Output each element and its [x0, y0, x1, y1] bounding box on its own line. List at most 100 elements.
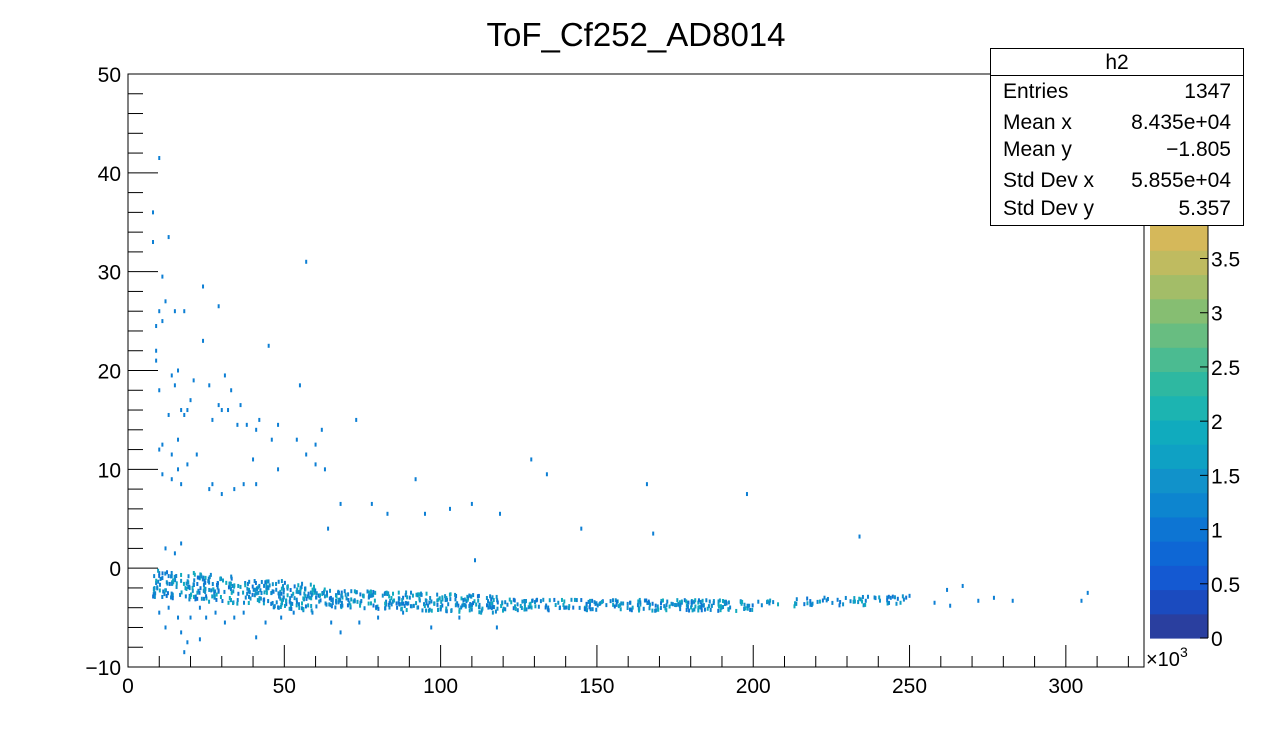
data-point [205, 594, 207, 598]
colorbar-tick-label: 0.5 [1211, 574, 1240, 597]
data-point [874, 596, 876, 600]
data-point [601, 600, 603, 604]
data-point [627, 606, 629, 610]
data-point [240, 403, 242, 407]
data-point [165, 546, 167, 550]
data-point [239, 585, 241, 589]
data-point [702, 604, 704, 608]
data-point [197, 576, 199, 580]
data-point [499, 512, 501, 516]
data-point [301, 606, 303, 610]
data-point [253, 588, 255, 592]
data-point [186, 408, 188, 412]
data-point [532, 599, 534, 603]
data-point [772, 600, 774, 604]
data-point [155, 349, 157, 353]
data-point [510, 600, 512, 604]
data-point [341, 604, 343, 608]
data-point [534, 604, 536, 608]
data-point [605, 603, 607, 607]
data-point [212, 588, 214, 592]
x-tick-label: 150 [579, 675, 614, 698]
data-point [946, 588, 948, 592]
data-point [504, 600, 506, 604]
data-point [159, 583, 161, 587]
data-point [169, 582, 171, 586]
data-point [749, 608, 751, 612]
data-point [402, 611, 404, 615]
data-point [284, 581, 286, 585]
data-point [257, 591, 259, 595]
data-point [158, 448, 160, 452]
data-point [413, 604, 415, 608]
colorbar-segment [1150, 517, 1208, 542]
data-point [823, 596, 825, 600]
data-point [180, 408, 182, 412]
data-point [245, 596, 247, 600]
data-point [491, 601, 493, 605]
data-point [211, 482, 213, 486]
data-point [171, 477, 173, 481]
data-point [475, 603, 477, 607]
data-point [242, 591, 244, 595]
data-point [340, 630, 342, 634]
data-point [489, 594, 491, 598]
colorbar-tick-label: 2 [1211, 411, 1223, 434]
data-point [192, 589, 194, 593]
data-point [272, 582, 274, 586]
data-point [267, 585, 269, 589]
data-point [842, 602, 844, 606]
data-point [264, 590, 266, 594]
x-tick-label: 250 [892, 675, 927, 698]
data-point [819, 600, 821, 604]
data-point [278, 580, 280, 584]
data-point [287, 584, 289, 588]
data-point [359, 604, 361, 608]
stat-label: Mean y [1003, 136, 1072, 164]
data-point [319, 593, 321, 597]
data-point [806, 597, 808, 601]
x-tick-label: 300 [1048, 675, 1083, 698]
data-point [261, 580, 263, 584]
data-point [709, 600, 711, 604]
stat-label: Mean x [1003, 109, 1072, 137]
data-point [592, 607, 594, 611]
data-point [545, 605, 547, 609]
data-point [572, 606, 574, 610]
data-point [391, 602, 393, 606]
data-point [310, 583, 312, 587]
data-point [218, 304, 220, 308]
data-point [204, 587, 206, 591]
data-point [436, 603, 438, 607]
data-point [496, 595, 498, 599]
data-point [161, 576, 163, 580]
stat-label: Std Dev x [1003, 167, 1094, 195]
data-point [711, 604, 713, 608]
data-point [171, 582, 173, 586]
data-point [517, 602, 519, 606]
data-point [415, 601, 417, 605]
data-point [315, 462, 317, 466]
data-point [372, 604, 374, 608]
data-point [193, 571, 195, 575]
data-point [220, 595, 222, 599]
data-point [153, 574, 155, 578]
data-point [258, 584, 260, 588]
data-point [424, 604, 426, 608]
data-point [177, 369, 179, 373]
data-point [521, 600, 523, 604]
data-point [346, 596, 348, 600]
data-point [892, 595, 894, 599]
data-point [161, 595, 163, 599]
data-point [285, 599, 287, 603]
data-point [651, 609, 653, 613]
data-point [744, 603, 746, 607]
data-point [599, 602, 601, 606]
data-point [341, 593, 343, 597]
data-point [310, 604, 312, 608]
data-point [215, 611, 217, 615]
colorbar-tick-label: 1.5 [1211, 465, 1240, 488]
data-point [158, 309, 160, 313]
data-point [237, 592, 239, 596]
data-point [566, 606, 568, 610]
